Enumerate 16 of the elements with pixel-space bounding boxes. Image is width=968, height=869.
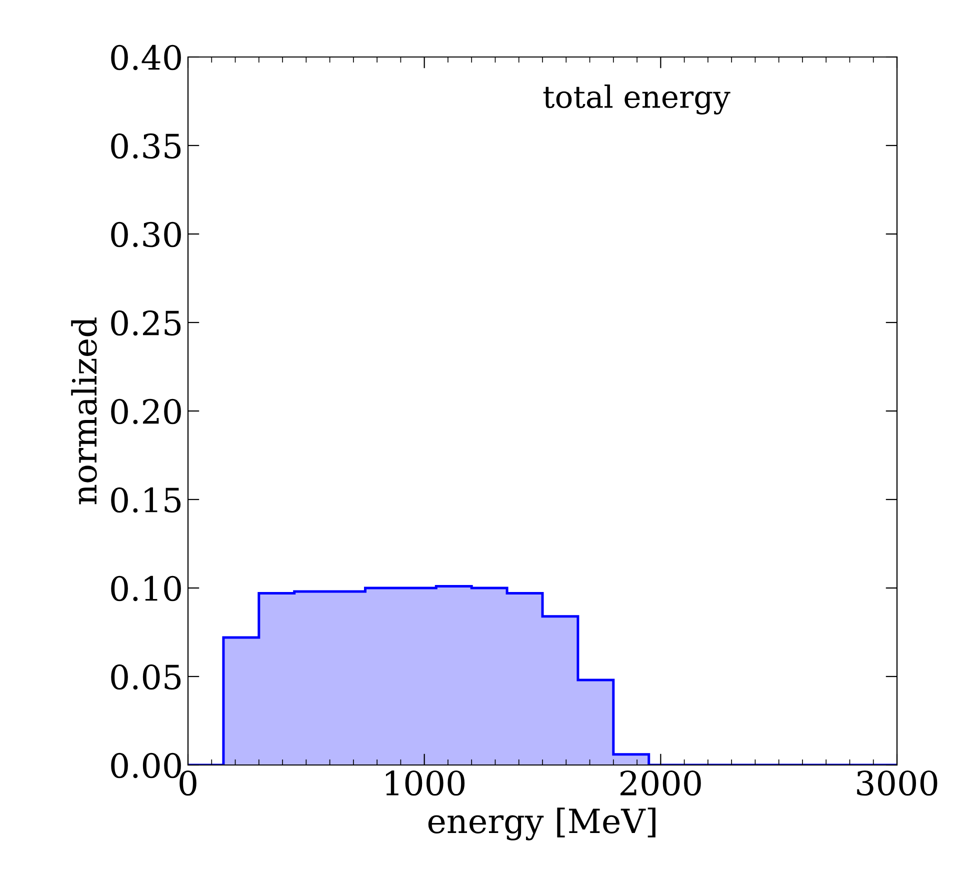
y-tick-label: 0.10	[111, 576, 181, 602]
y-tick-label: 0.30	[111, 222, 181, 248]
x-tick-label: 0	[180, 770, 196, 796]
y-axis-title: normalized	[71, 318, 97, 504]
x-tick-label: 1000	[386, 770, 465, 796]
x-tick-label: 2000	[620, 770, 701, 796]
annotation: total energy	[543, 84, 730, 114]
x-axis-title: energy [MeV]	[428, 808, 656, 840]
y-tick-label: 0.40	[111, 44, 181, 70]
y-tick-label: 0.05	[111, 664, 181, 690]
y-tick-label: 0.20	[111, 398, 181, 424]
y-tick-label: 0.00	[111, 752, 181, 778]
y-tick-label: 0.25	[111, 310, 181, 336]
y-tick-label: 0.35	[111, 133, 181, 159]
y-tick-label: 0.15	[111, 487, 181, 513]
x-tick-label: 3000	[857, 770, 938, 796]
